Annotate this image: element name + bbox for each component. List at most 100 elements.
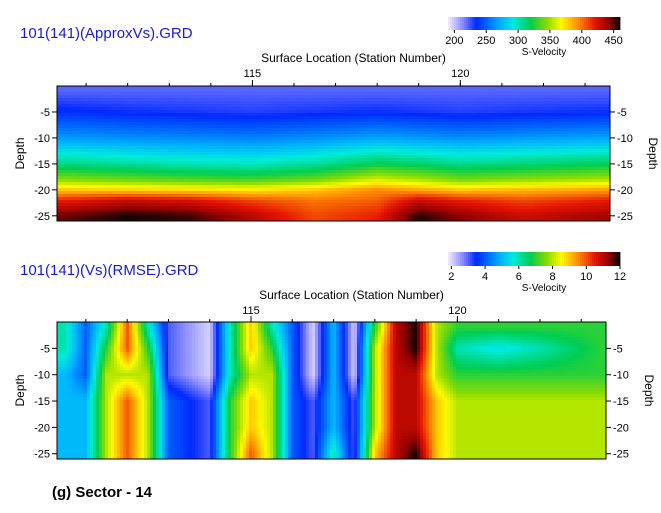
heatmap-cell (183, 134, 187, 138)
heatmap-cell (468, 152, 472, 156)
heatmap-cell (195, 122, 199, 126)
heatmap-cell (486, 152, 490, 156)
heatmap-cell (114, 119, 118, 123)
heatmap-cell (222, 116, 226, 120)
heatmap-cell (318, 125, 322, 129)
heatmap-cell (186, 164, 190, 168)
heatmap-cell (444, 116, 448, 120)
heatmap-cell (159, 161, 163, 165)
heatmap-cell (369, 107, 373, 111)
heatmap-cell (231, 134, 235, 138)
heatmap-cell (96, 86, 100, 90)
heatmap-cell (96, 137, 100, 141)
heatmap-cell (267, 149, 271, 153)
heatmap-cell (81, 95, 85, 99)
heatmap-cell (321, 89, 325, 93)
heatmap-cell (594, 110, 598, 114)
heatmap-cell (204, 104, 208, 108)
heatmap-cell (546, 137, 550, 141)
heatmap-cell (606, 128, 610, 132)
heatmap-cell (90, 146, 94, 150)
heatmap-cell (174, 164, 178, 168)
heatmap-cell (300, 152, 304, 156)
heatmap-cell (507, 161, 511, 165)
heatmap-cell (375, 86, 379, 90)
heatmap-cell (279, 152, 283, 156)
heatmap-cell (258, 116, 262, 120)
heatmap-cell (57, 113, 61, 117)
heatmap-cell (528, 107, 532, 111)
heatmap-cell (510, 143, 514, 147)
heatmap-cell (207, 152, 211, 156)
heatmap-cell (378, 95, 382, 99)
heatmap-cell (102, 134, 106, 138)
heatmap-cell (414, 110, 418, 114)
heatmap-cell (357, 95, 361, 99)
heatmap-cell (216, 95, 220, 99)
heatmap-cell (336, 125, 340, 129)
heatmap-cell (414, 119, 418, 123)
heatmap-cell (384, 143, 388, 147)
heatmap-cell (144, 86, 148, 90)
heatmap-cell (330, 95, 334, 99)
heatmap-cell (330, 128, 334, 132)
heatmap-cell (255, 128, 259, 132)
heatmap-cell (252, 101, 256, 105)
heatmap-cell (273, 86, 277, 90)
heatmap-cell (444, 122, 448, 126)
heatmap-cell (324, 113, 328, 117)
heatmap-cell (324, 98, 328, 102)
heatmap-cell (483, 164, 487, 168)
heatmap-cell (399, 146, 403, 150)
heatmap-cell (306, 149, 310, 153)
heatmap-cell (69, 116, 73, 120)
heatmap-cell (246, 131, 250, 135)
heatmap-cell (336, 119, 340, 123)
heatmap-cell (120, 113, 124, 117)
heatmap-cell (555, 98, 559, 102)
heatmap-cell (528, 122, 532, 126)
heatmap-cell (192, 152, 196, 156)
heatmap-cell (507, 149, 511, 153)
heatmap-cell (462, 149, 466, 153)
heatmap-cell (300, 104, 304, 108)
heatmap-cell (606, 95, 610, 99)
heatmap-cell (585, 137, 589, 141)
heatmap-cell (549, 92, 553, 96)
heatmap-cell (396, 104, 400, 108)
heatmap-cell (219, 101, 223, 105)
heatmap-cell (417, 149, 421, 153)
heatmap-cell (228, 113, 232, 117)
heatmap-cell (435, 86, 439, 90)
heatmap-cell (483, 131, 487, 135)
heatmap-cell (393, 95, 397, 99)
heatmap-cell (255, 158, 259, 162)
heatmap-cell (201, 161, 205, 165)
heatmap-cell (366, 98, 370, 102)
heatmap-cell (453, 146, 457, 150)
heatmap-cell (531, 95, 535, 99)
heatmap-cell (183, 155, 187, 159)
heatmap-cell (369, 95, 373, 99)
heatmap-cell (507, 134, 511, 138)
heatmap-cell (252, 143, 256, 147)
heatmap-cell (552, 104, 556, 108)
heatmap-cell (300, 92, 304, 96)
heatmap-cell (297, 161, 301, 165)
heatmap-cell (81, 146, 85, 150)
heatmap-cell (198, 134, 202, 138)
heatmap-cell (153, 164, 157, 168)
heatmap-cell (111, 95, 115, 99)
heatmap-cell (510, 101, 514, 105)
heatmap-cell (387, 146, 391, 150)
heatmap-cell (507, 158, 511, 162)
heatmap-cell (525, 113, 529, 117)
heatmap-cell (330, 158, 334, 162)
heatmap-cell (171, 164, 175, 168)
heatmap-cell (546, 134, 550, 138)
heatmap-cell (345, 107, 349, 111)
heatmap-cell (453, 110, 457, 114)
heatmap-cell (450, 155, 454, 159)
heatmap-cell (333, 164, 337, 168)
heatmap-cell (345, 86, 349, 90)
